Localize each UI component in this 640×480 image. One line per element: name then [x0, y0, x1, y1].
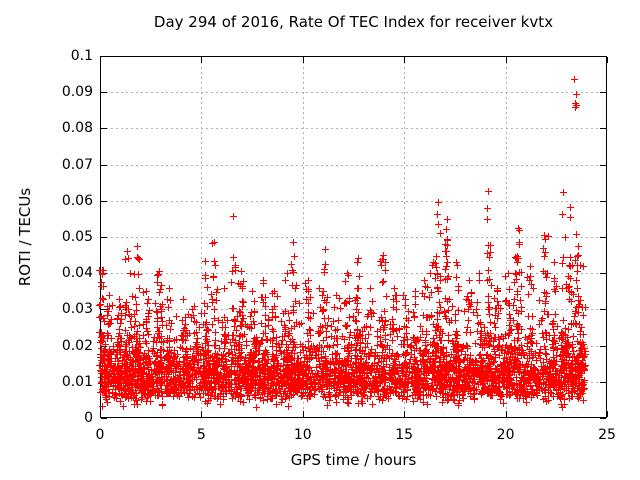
y-tick-label: 0.01 [61, 373, 93, 390]
y-tick-label: 0.02 [61, 337, 93, 354]
x-tick-label: 10 [293, 427, 312, 443]
y-tick-label: 0.06 [61, 192, 93, 209]
y-tick-label: 0.03 [61, 301, 93, 318]
x-tick-label: 0 [95, 427, 105, 443]
y-tick-label: 0.1 [70, 48, 93, 64]
y-tick-label: 0.05 [61, 229, 93, 245]
x-tick-label: 25 [598, 427, 616, 443]
y-tick-label: 0.08 [61, 120, 93, 137]
x-tick-label: 5 [196, 427, 206, 443]
y-tick-label: 0.09 [61, 84, 93, 101]
y-tick-label: 0.07 [61, 156, 93, 173]
chart-title: Day 294 of 2016, Rate Of TEC Index for r… [153, 13, 554, 31]
x-axis-label: GPS time / hours [290, 451, 417, 469]
y-tick-label: 0.04 [61, 265, 93, 282]
x-tick-label: 20 [496, 427, 515, 443]
y-tick-label: 0 [84, 410, 93, 426]
x-tick-label: 15 [395, 427, 414, 443]
y-axis-label: ROTI / TECUs [16, 187, 34, 287]
